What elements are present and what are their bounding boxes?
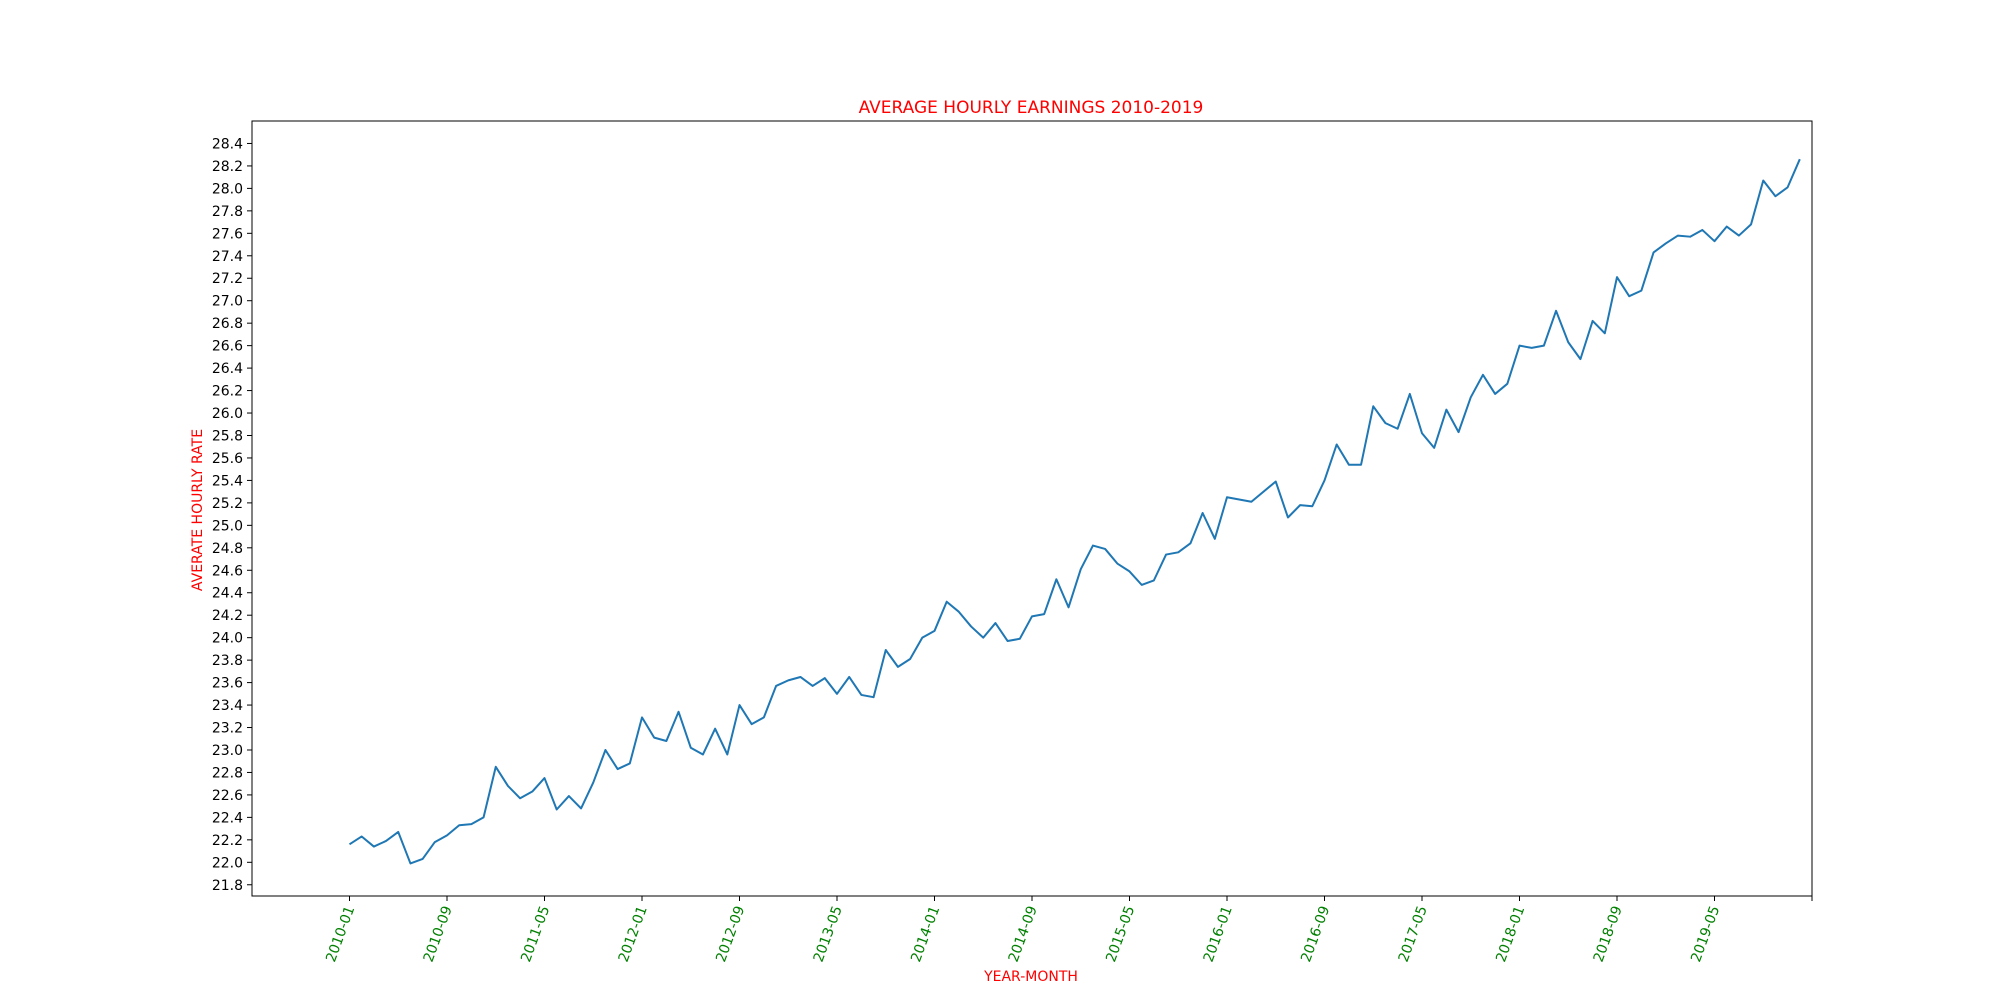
- y-tick-label: 25.4: [212, 473, 243, 489]
- y-tick-label: 26.0: [212, 406, 243, 422]
- x-tick-label: 2012-09: [713, 904, 748, 964]
- y-tick-label: 25.0: [212, 518, 243, 534]
- y-tick-label: 23.0: [212, 743, 243, 759]
- y-tick-label: 24.4: [212, 586, 243, 602]
- y-tick-label: 26.8: [212, 316, 243, 332]
- y-tick-label: 23.8: [212, 653, 243, 669]
- y-tick-label: 24.2: [212, 608, 243, 624]
- x-tick-label: 2016-09: [1298, 904, 1333, 964]
- y-tick-label: 23.4: [212, 698, 243, 714]
- y-tick-label: 26.4: [212, 361, 243, 377]
- y-tick-label: 24.0: [212, 631, 243, 647]
- x-tick-label: 2014-09: [1006, 904, 1041, 964]
- y-tick-label: 27.8: [212, 204, 243, 220]
- y-tick-label: 23.2: [212, 721, 243, 737]
- y-tick-label: 27.2: [212, 271, 243, 287]
- x-axis-label: YEAR-MONTH: [983, 969, 1078, 985]
- x-tick-label: 2018-09: [1591, 904, 1626, 964]
- y-tick-label: 21.8: [212, 878, 243, 894]
- y-tick-label: 26.2: [212, 384, 243, 400]
- y-tick-label: 22.2: [212, 833, 243, 849]
- plot-frame: [251, 120, 1813, 897]
- x-tick-label: 2018-01: [1493, 904, 1528, 964]
- y-tick-label: 25.8: [212, 428, 243, 444]
- x-tick-label: 2010-09: [421, 904, 456, 964]
- y-tick-label: 28.2: [212, 159, 243, 175]
- x-tick-label: 2011-05: [518, 904, 553, 964]
- y-tick-label: 24.8: [212, 541, 243, 557]
- y-tick-label: 24.6: [212, 563, 243, 579]
- x-tick-label: 2013-05: [811, 904, 846, 964]
- y-tick-label: 22.8: [212, 765, 243, 781]
- x-tick-label: 2012-01: [616, 904, 651, 964]
- chart-title: AVERAGE HOURLY EARNINGS 2010-2019: [859, 98, 1204, 118]
- x-tick-label: 2010-01: [323, 904, 358, 964]
- x-tick-label: 2017-05: [1396, 904, 1431, 964]
- y-tick-label: 23.6: [212, 676, 243, 692]
- y-tick-label: 22.6: [212, 788, 243, 804]
- y-tick-label: 22.4: [212, 810, 243, 826]
- x-axis: 2010-01 2010-09 2011-05 2012-01 2012-09 2013-…: [323, 896, 1813, 964]
- y-tick-label: 26.6: [212, 339, 243, 355]
- y-tick-label: 27.4: [212, 249, 243, 265]
- x-tick-label: 2014-01: [908, 904, 943, 964]
- x-tick-label: 2016-01: [1201, 904, 1236, 964]
- y-tick-label: 22.0: [212, 855, 243, 871]
- y-tick-label: 27.6: [212, 226, 243, 242]
- x-tick-label: 2015-05: [1103, 904, 1138, 964]
- y-tick-label: 27.0: [212, 294, 243, 310]
- y-tick-label: 28.4: [212, 136, 243, 152]
- series-line: [348, 158, 1801, 865]
- y-tick-label: 28.0: [212, 181, 243, 197]
- y-axis-label: AVERATE HOURLY RATE: [190, 429, 206, 591]
- y-axis: 21.8 22.0 22.2 22.4 22.6 22.8 23.0 23.2 23.4 23.6…: [212, 136, 252, 894]
- y-tick-label: 25.6: [212, 451, 243, 467]
- x-tick-label: 2019-05: [1688, 904, 1723, 964]
- y-tick-label: 25.2: [212, 496, 243, 512]
